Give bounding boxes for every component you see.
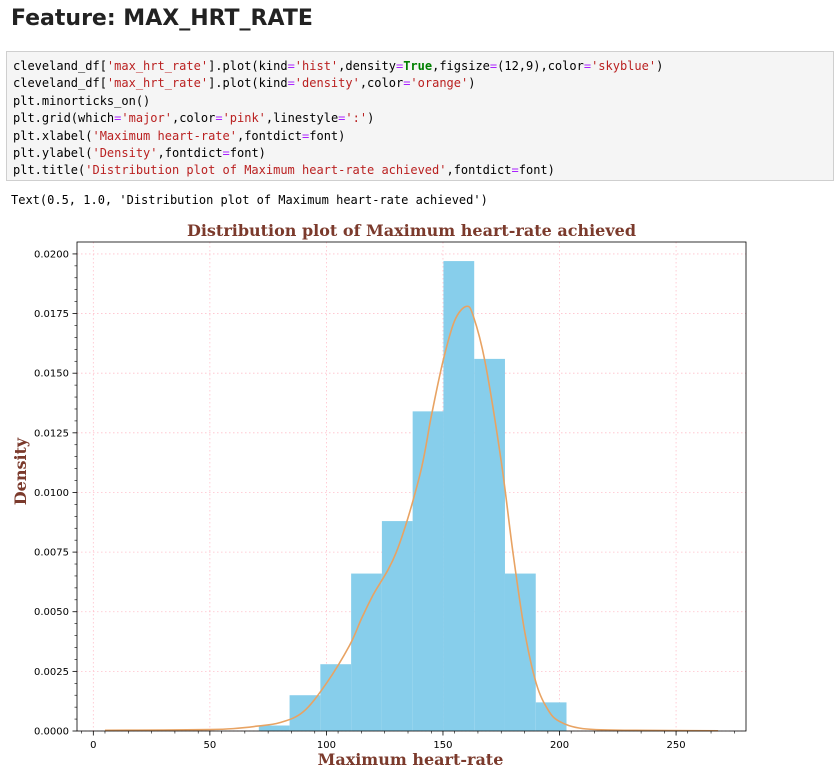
code-token: = (395, 59, 404, 73)
code-token: cleveland_df[ (13, 59, 107, 73)
code-token: 'max_hrt_rate' (106, 76, 209, 91)
code-token: ) (367, 111, 375, 126)
code-token: ,fontdict (157, 145, 223, 160)
x-tick-label: 200 (550, 740, 569, 751)
code-line: plt.minorticks_on() (13, 93, 833, 110)
code-token: = (222, 145, 230, 160)
histogram-bar (412, 411, 444, 731)
code-token: 'Maximum heart-rate' (92, 128, 237, 143)
code-token: 'hist' (294, 59, 339, 73)
code-token: 'major' (121, 111, 172, 126)
x-tick-label: 100 (317, 740, 336, 751)
histogram-bar (504, 573, 536, 731)
code-token: 'skyblue' (591, 59, 657, 73)
code-token: ) (656, 59, 664, 73)
histogram-bar (535, 702, 567, 731)
y-tick-label: 0.0025 (34, 667, 69, 678)
y-tick-label: 0.0100 (34, 488, 69, 499)
y-tick-label: 0.0075 (34, 548, 69, 559)
page-title: Feature: MAX_HRT_RATE (11, 6, 313, 31)
histogram-bar (320, 664, 352, 731)
y-tick-label: 0.0125 (34, 428, 69, 439)
y-tick-label: 0.0175 (34, 309, 69, 320)
code-token: ,density (338, 59, 396, 73)
code-token: = (583, 59, 592, 73)
code-line: plt.title('Distribution plot of Maximum … (13, 162, 833, 179)
code-token: = (287, 59, 295, 73)
code-token: ,linestyle (265, 111, 339, 126)
y-tick-label: 0.0050 (34, 607, 69, 618)
histogram-bar (443, 261, 475, 731)
code-token: = (338, 111, 346, 126)
code-token: 'max_hrt_rate' (106, 59, 209, 73)
code-token: font) (518, 163, 555, 178)
code-token: ,color (171, 111, 216, 126)
code-token: True (403, 59, 433, 73)
code-token: (12,9),color (497, 59, 584, 73)
code-line: cleveland_df['max_hrt_rate'].plot(kind='… (13, 58, 833, 75)
histogram-bar (258, 725, 290, 731)
cell-output-text: Text(0.5, 1.0, 'Distribution plot of Max… (11, 193, 488, 207)
code-token: plt.xlabel( (13, 128, 93, 143)
code-token: 'pink' (222, 111, 266, 126)
code-token: 'density' (294, 76, 360, 91)
code-line: plt.ylabel('Density',fontdict=font) (13, 145, 833, 162)
code-token: font) (229, 145, 266, 160)
y-tick-label: 0.0000 (34, 727, 69, 738)
code-token: = (114, 111, 122, 126)
code-token: 'Distribution plot of Maximum heart-rate… (85, 163, 447, 178)
code-token: = (302, 128, 310, 143)
code-token: plt.ylabel( (13, 145, 93, 160)
histogram-bar (381, 521, 413, 731)
histogram-bar (289, 695, 321, 731)
code-block: cleveland_df['max_hrt_rate'].plot(kind='… (13, 58, 833, 180)
x-axis-label: Maximum heart-rate (318, 750, 504, 769)
code-cell[interactable]: cleveland_df['max_hrt_rate'].plot(kind='… (6, 51, 834, 181)
histogram-bar (351, 573, 382, 731)
code-token: ,fontdict (236, 128, 303, 143)
code-token: plt.grid(which (13, 111, 115, 126)
code-line: plt.grid(which='major',color='pink',line… (13, 110, 833, 127)
code-token: ,fontdict (446, 163, 512, 178)
code-token: ,color (359, 76, 404, 91)
code-token: ':' (345, 111, 368, 126)
x-tick-label: 150 (433, 740, 452, 751)
code-token: 'Density' (92, 145, 158, 160)
code-token: ].plot(kind (208, 76, 288, 91)
density-histogram-chart: Distribution plot of Maximum heart-rate … (11, 221, 747, 769)
code-token: ,figsize (432, 59, 490, 73)
code-line: cleveland_df['max_hrt_rate'].plot(kind='… (13, 75, 833, 92)
code-token: 'orange' (410, 76, 469, 91)
code-token: = (489, 59, 498, 73)
code-token: = (403, 76, 411, 91)
code-token: = (215, 111, 223, 126)
y-tick-label: 0.0150 (34, 369, 69, 380)
code-token: ].plot(kind (208, 59, 288, 73)
code-token: plt.title( (13, 163, 86, 178)
y-axis-label: Density (11, 437, 30, 505)
code-token: cleveland_df[ (13, 76, 107, 91)
x-tick-label: 250 (667, 740, 686, 751)
y-tick-label: 0.0200 (34, 249, 69, 260)
density-line (104, 305, 719, 732)
histogram-bar (474, 358, 505, 731)
code-token: = (511, 163, 519, 178)
code-token: plt.minorticks_on() (13, 93, 151, 108)
code-token: font) (309, 128, 346, 143)
code-token: ) (468, 76, 476, 91)
x-tick-label: 50 (204, 740, 217, 751)
plot-frame (76, 241, 747, 732)
code-line: plt.xlabel('Maximum heart-rate',fontdict… (13, 128, 833, 145)
code-token: = (287, 76, 295, 91)
x-tick-label: 0 (90, 740, 96, 751)
chart-title: Distribution plot of Maximum heart-rate … (187, 221, 636, 240)
